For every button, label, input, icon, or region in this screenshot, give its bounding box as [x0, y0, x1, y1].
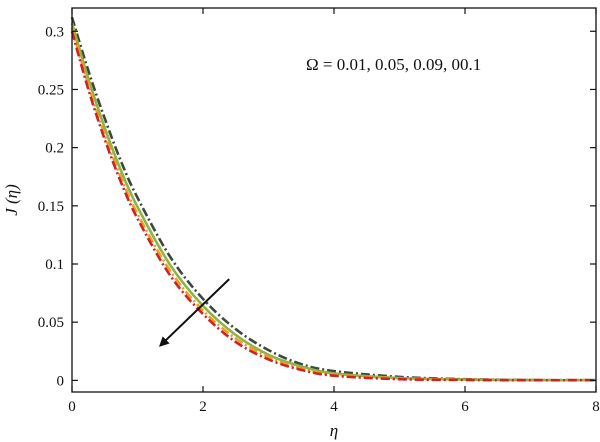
x-tick-label: 0: [68, 399, 76, 415]
y-tick-label: 0.1: [45, 257, 64, 273]
series-layer: [70, 16, 597, 382]
series-line-1: [70, 16, 597, 382]
y-tick-label: 0.3: [45, 24, 64, 40]
y-tick-label: 0: [57, 373, 65, 389]
y-tick-label: 0.2: [45, 141, 64, 157]
series-line-2: [70, 22, 597, 382]
y-tick-label: 0.25: [38, 82, 64, 98]
x-tick-label: 4: [330, 399, 338, 415]
x-tick-label: 2: [199, 399, 207, 415]
series-line-4: [70, 30, 597, 382]
y-axis-label: J (η): [2, 184, 21, 216]
series-line-3: [70, 27, 597, 382]
ticks-layer: 0 2 4 6 8 0 0.05 0.1 0.15 0.2 0.25 0.3: [38, 8, 600, 415]
y-tick-label: 0.15: [38, 199, 64, 215]
x-tick-label: 6: [461, 399, 469, 415]
x-axis-label: η: [330, 421, 338, 440]
x-tick-label: 8: [592, 399, 600, 415]
omega-annotation: Ω = 0.01, 0.05, 0.09, 00.1: [306, 55, 481, 74]
y-tick-label: 0.05: [38, 315, 64, 331]
trend-arrow: [158, 278, 230, 347]
